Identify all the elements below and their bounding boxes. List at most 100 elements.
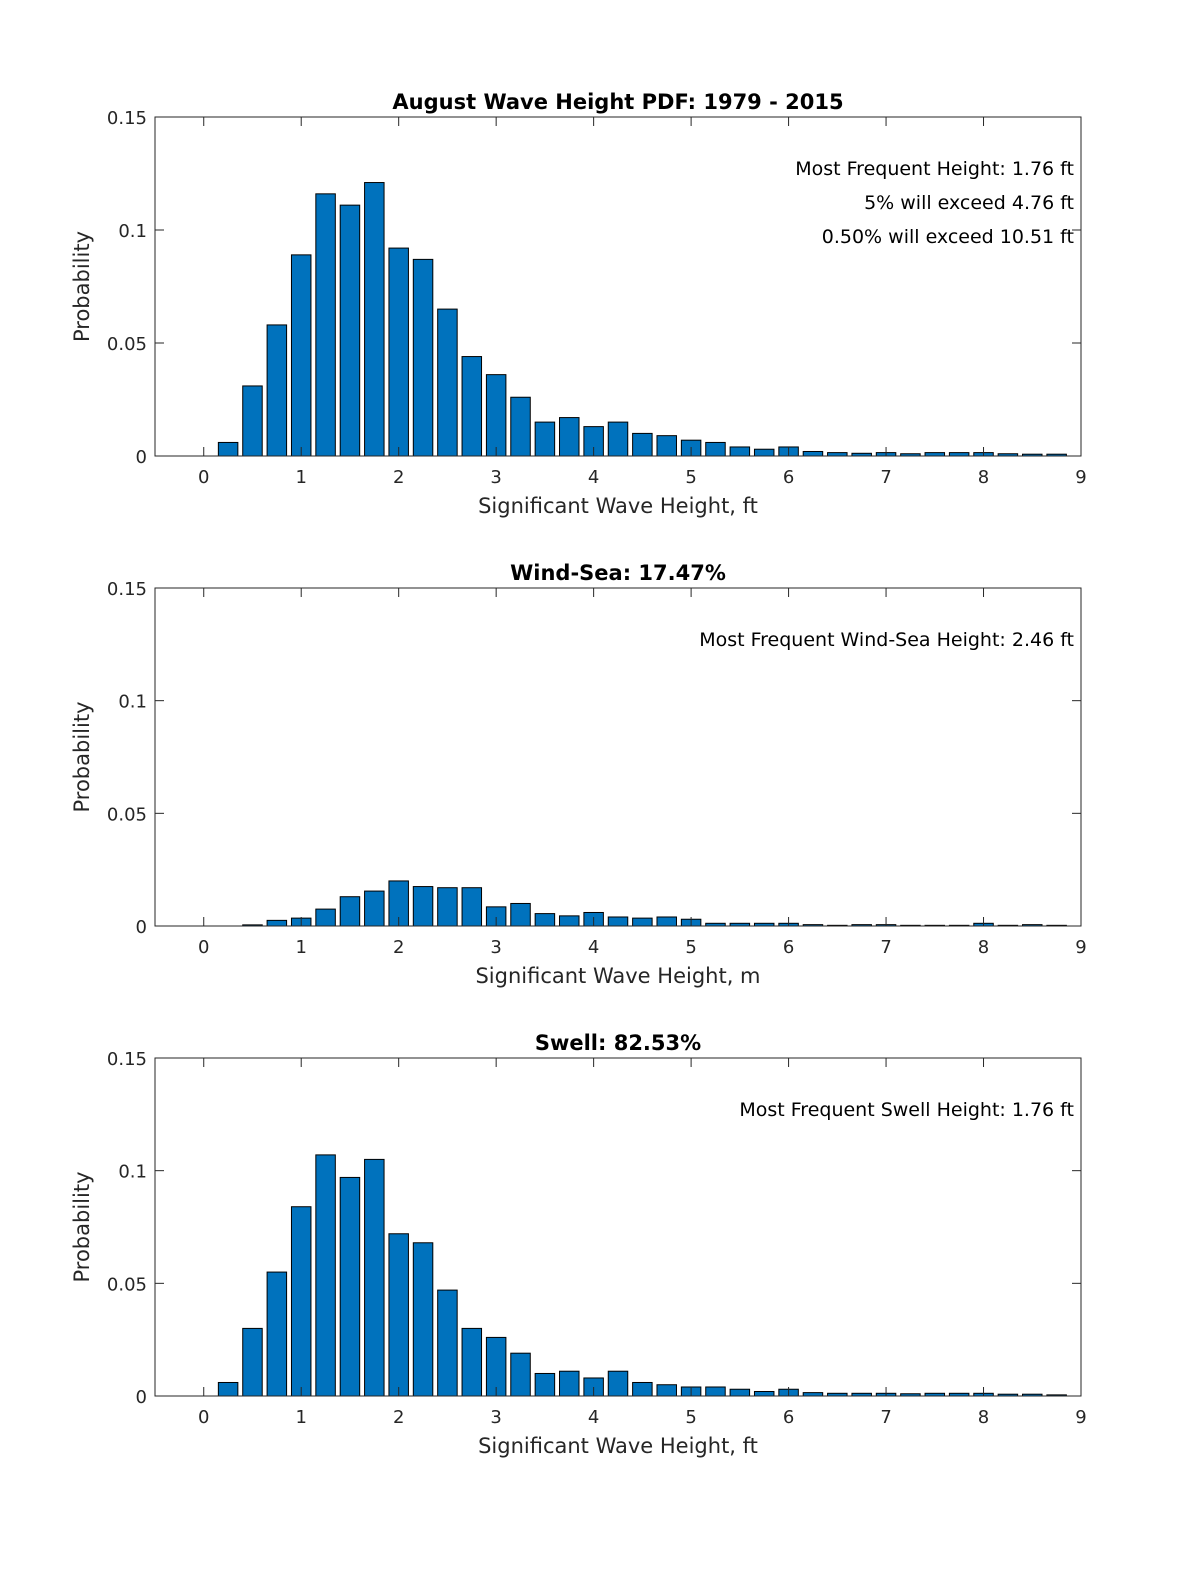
bar xyxy=(632,917,653,927)
y-tick-label: 0.05 xyxy=(107,804,147,825)
x-tick-label: 1 xyxy=(295,1407,306,1428)
bar xyxy=(412,258,434,457)
y-axis-label: Probability xyxy=(70,1171,94,1282)
x-tick-label: 8 xyxy=(978,937,989,958)
y-tick-label: 0 xyxy=(136,917,147,938)
bar xyxy=(656,916,677,927)
bar xyxy=(388,1233,409,1397)
y-tick-label: 0.05 xyxy=(107,1274,147,1295)
bar xyxy=(339,1176,361,1397)
x-tick-label: 4 xyxy=(588,467,599,488)
x-tick-label: 4 xyxy=(588,1407,599,1428)
bar xyxy=(388,247,409,457)
bar xyxy=(802,1392,824,1397)
bar xyxy=(266,919,288,927)
swell-panel: 0 1 2 3 4 5 6 7 8 9 0 0.05 0.1 0.15 Swell: 82.53% Signi… xyxy=(70,1031,1087,1458)
y-tick-label: 0.15 xyxy=(107,1049,147,1070)
x-tick-label: 7 xyxy=(880,467,891,488)
x-tick-label: 7 xyxy=(880,937,891,958)
y-axis-label: Probability xyxy=(70,231,94,342)
bar xyxy=(753,1390,775,1397)
bar xyxy=(632,432,653,457)
x-tick-label: 1 xyxy=(295,467,306,488)
annotation-text: 5% will exceed 4.76 ft xyxy=(864,192,1074,214)
x-tick-label: 8 xyxy=(978,1407,989,1428)
bar xyxy=(705,1386,726,1397)
bar xyxy=(632,1381,653,1397)
wind-sea-panel: 0 1 2 3 4 5 6 7 8 9 0 0.05 0.1 0.15 Wind-Sea: 17.47% Si… xyxy=(70,561,1087,988)
x-tick-label: 9 xyxy=(1075,467,1086,488)
x-tick-label: 0 xyxy=(198,937,209,958)
bar xyxy=(290,1206,312,1397)
y-axis-label: Probability xyxy=(70,701,94,812)
x-tick-label: 3 xyxy=(490,1407,501,1428)
x-tick-label: 6 xyxy=(783,1407,794,1428)
bar xyxy=(437,887,458,927)
bar xyxy=(559,417,580,457)
x-tick-label: 2 xyxy=(393,1407,404,1428)
bar xyxy=(729,1388,751,1397)
bar xyxy=(315,193,336,457)
x-axis-label: Significant Wave Height, ft xyxy=(478,1434,758,1458)
bar xyxy=(656,435,677,457)
bar xyxy=(607,916,629,927)
x-tick-label: 5 xyxy=(685,937,696,958)
y-tick-label: 0.05 xyxy=(107,334,147,355)
bar xyxy=(266,324,288,457)
bar xyxy=(656,1384,677,1397)
bar xyxy=(290,254,312,457)
x-tick-label: 8 xyxy=(978,467,989,488)
bar xyxy=(242,1327,263,1397)
bar xyxy=(339,204,361,457)
x-tick-label: 6 xyxy=(783,937,794,958)
bar xyxy=(559,1370,580,1397)
y-tick-label: 0.1 xyxy=(118,221,147,242)
axes-frame xyxy=(154,1057,1082,1397)
y-tick-label: 0.15 xyxy=(107,108,147,129)
bar xyxy=(437,308,458,457)
bar xyxy=(339,896,361,927)
y-tick-label: 0.1 xyxy=(118,1162,147,1183)
chart-title: Swell: 82.53% xyxy=(535,1031,701,1055)
annotation-text: Most Frequent Swell Height: 1.76 ft xyxy=(739,1099,1074,1121)
x-tick-label: 7 xyxy=(880,1407,891,1428)
chart-title: August Wave Height PDF: 1979 - 2015 xyxy=(392,90,843,114)
x-tick-label: 3 xyxy=(490,467,501,488)
bar xyxy=(559,915,580,927)
bar xyxy=(242,385,263,457)
bar xyxy=(461,887,483,927)
bar xyxy=(217,441,239,457)
x-axis-label: Significant Wave Height, m xyxy=(475,964,760,988)
bar xyxy=(802,450,824,457)
x-tick-label: 1 xyxy=(295,937,306,958)
bar xyxy=(607,1370,629,1397)
x-tick-label: 0 xyxy=(198,1407,209,1428)
bar xyxy=(315,908,336,927)
x-tick-label: 9 xyxy=(1075,937,1086,958)
bar xyxy=(437,1289,458,1397)
x-tick-label: 9 xyxy=(1075,1407,1086,1428)
x-tick-label: 0 xyxy=(198,467,209,488)
bar xyxy=(485,374,507,457)
bar xyxy=(607,421,629,457)
bar xyxy=(729,446,751,457)
bar xyxy=(827,452,848,457)
x-tick-label: 5 xyxy=(685,467,696,488)
bar xyxy=(534,1372,556,1397)
bar xyxy=(753,448,775,457)
bar xyxy=(534,421,556,457)
bar xyxy=(948,452,970,457)
bar xyxy=(364,1158,385,1397)
annotation-text: Most Frequent Wind-Sea Height: 2.46 ft xyxy=(699,629,1074,651)
bar xyxy=(364,182,385,457)
bar xyxy=(510,1352,531,1397)
y-tick-label: 0.1 xyxy=(118,692,147,713)
x-tick-label: 5 xyxy=(685,1407,696,1428)
bar xyxy=(412,1242,434,1397)
bar xyxy=(534,913,556,927)
annotation-text: 0.50% will exceed 10.51 ft xyxy=(822,226,1074,248)
bar xyxy=(461,1327,483,1397)
x-tick-label: 6 xyxy=(783,467,794,488)
x-tick-label: 2 xyxy=(393,937,404,958)
